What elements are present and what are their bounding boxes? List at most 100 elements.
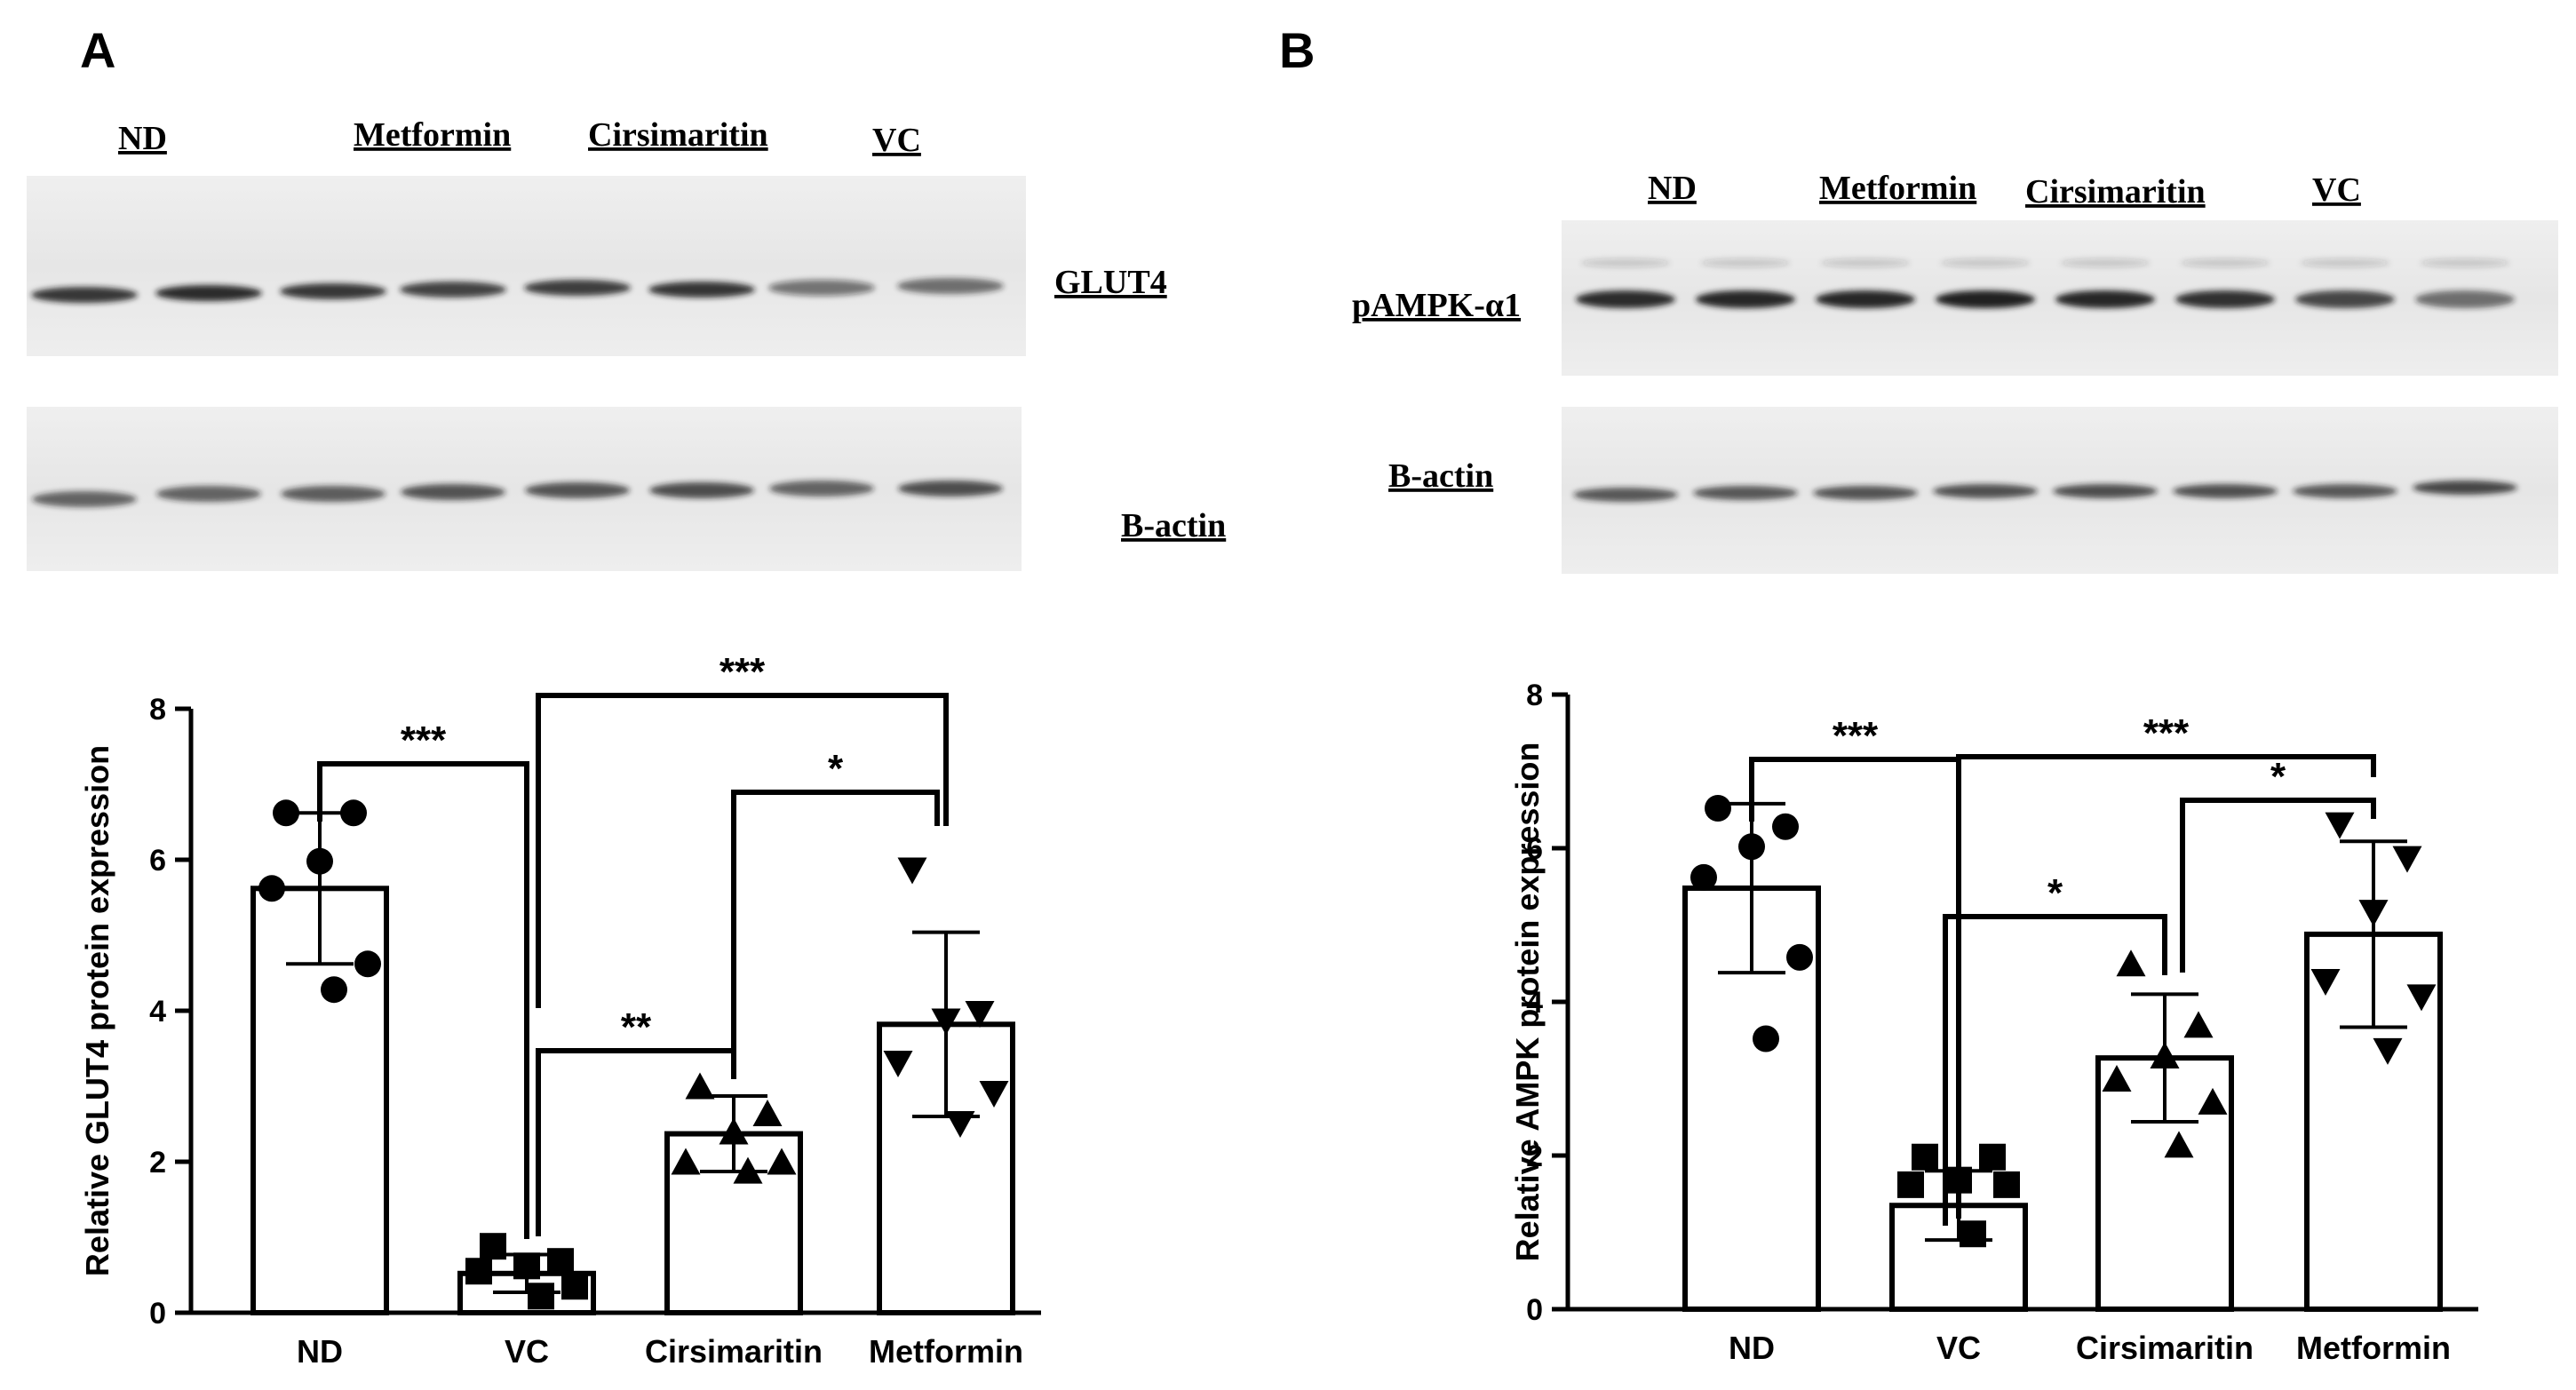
data-point	[2116, 949, 2146, 977]
bactin-band	[1933, 484, 2038, 498]
x-tick-label: Metformin	[869, 1333, 1023, 1370]
x-tick-label: ND	[1729, 1330, 1775, 1366]
glut4-band	[280, 283, 386, 299]
significance-bracket	[1956, 754, 2376, 777]
data-point	[979, 1081, 1009, 1108]
pampk-band-upper	[1580, 258, 1671, 267]
glut4-band	[155, 285, 262, 301]
data-point	[883, 1051, 913, 1078]
significance-bracket	[1749, 757, 1961, 1219]
bactin-band	[2413, 481, 2517, 495]
bactin-band	[525, 482, 630, 498]
x-tick-label: Metformin	[2296, 1330, 2451, 1366]
data-point	[321, 976, 347, 1004]
data-point	[733, 1156, 763, 1184]
pampk-band-upper	[1820, 258, 1911, 267]
data-point	[945, 1111, 975, 1139]
chart-a: 0 2 4 6 8 Relative GLUT4 protein expression ND…	[79, 650, 1041, 1370]
glut4-band	[400, 282, 506, 298]
data-point	[1738, 833, 1765, 861]
bactin-band	[2173, 484, 2278, 498]
bactin-band	[649, 482, 754, 498]
significance-bracket	[731, 790, 940, 1079]
significance-label: *	[2047, 871, 2063, 915]
y-tick-label: 0	[149, 1297, 166, 1330]
significance-bracket	[536, 1048, 736, 1236]
data-point	[897, 857, 927, 885]
bactin-blot-b	[1562, 407, 2558, 574]
significance-label: ***	[720, 650, 766, 694]
data-point	[2164, 1131, 2194, 1158]
data-point	[1979, 1143, 2006, 1171]
data-point	[1753, 1025, 1779, 1052]
data-point	[1993, 1171, 2020, 1198]
bactin-band	[1813, 486, 1918, 500]
y-axis-label: Relative GLUT4 protein expression	[79, 745, 115, 1276]
protein-label-bactin-a: B-actin	[1121, 507, 1226, 544]
lane-label-vc-b: VC	[2312, 171, 2361, 209]
pampk-band-upper	[1940, 258, 2031, 267]
x-tick-label: VC	[505, 1333, 549, 1370]
data-point	[685, 1072, 715, 1100]
panel-a: A ND Metformin Cirsimaritin VC GLUT4 B-a…	[27, 22, 1226, 1370]
pampk-band	[1936, 290, 2035, 308]
protein-label-bactin-b: B-actin	[1388, 457, 1493, 495]
glut4-band	[897, 278, 1004, 294]
bactin-band	[2293, 484, 2397, 498]
significance-bracket	[2180, 798, 2376, 973]
significance-bracket	[317, 761, 529, 1239]
y-tick-label: 8	[149, 693, 166, 727]
data-point	[965, 1000, 995, 1028]
data-point	[1705, 795, 1731, 822]
bactin-band	[2053, 484, 2158, 498]
bactin-band	[156, 486, 261, 502]
data-point	[340, 799, 367, 827]
data-point	[2406, 984, 2437, 1012]
data-point	[752, 1100, 783, 1127]
significance-label: *	[2270, 755, 2286, 798]
bactin-band	[898, 481, 1003, 496]
lane-label-nd-b: ND	[1648, 170, 1697, 207]
y-tick-label: 8	[1526, 679, 1543, 712]
panel-letter-b: B	[1279, 22, 1315, 78]
pampk-blot	[1562, 220, 2558, 376]
protein-label-pampk: pAMPK-α1	[1352, 287, 1521, 324]
x-tick-label: ND	[297, 1333, 343, 1370]
data-point	[2358, 900, 2389, 927]
data-point	[2150, 1042, 2180, 1069]
significance-bracket	[1943, 914, 2167, 1226]
data-point	[719, 1117, 749, 1145]
data-point	[306, 847, 333, 875]
pampk-band	[1576, 290, 1675, 308]
significance-label: ***	[2143, 711, 2190, 755]
glut4-band	[648, 282, 755, 298]
data-point	[561, 1273, 588, 1300]
data-point	[1960, 1220, 1986, 1248]
bactin-band	[1693, 486, 1798, 500]
data-point	[513, 1252, 540, 1280]
pampk-band	[1696, 290, 1795, 308]
data-point	[767, 1148, 797, 1175]
bactin-band	[769, 481, 874, 496]
significance-label: **	[621, 1005, 652, 1049]
pampk-band	[2295, 290, 2395, 308]
y-tick-label: 6	[1526, 832, 1543, 866]
chart-b: 0 2 4 6 8 Relative AMPK protein expression ND V…	[1509, 679, 2478, 1366]
lane-label-cirsimaritin-b: Cirsimaritin	[2025, 173, 2206, 210]
data-point	[2198, 1087, 2228, 1115]
pampk-band	[2175, 290, 2275, 308]
pampk-band	[2415, 290, 2515, 308]
data-point	[258, 875, 285, 902]
lane-label-metformin-b: Metformin	[1819, 170, 1976, 207]
significance-bracket	[536, 693, 949, 1008]
glut4-band	[524, 280, 631, 296]
data-point	[1897, 1171, 1924, 1198]
pampk-band	[2055, 290, 2155, 308]
pampk-band	[1816, 290, 1915, 308]
glut4-band	[31, 287, 138, 303]
bactin-band	[401, 484, 505, 500]
bactin-band	[281, 486, 386, 502]
data-point	[354, 950, 381, 978]
x-tick-label: VC	[1936, 1330, 1981, 1366]
